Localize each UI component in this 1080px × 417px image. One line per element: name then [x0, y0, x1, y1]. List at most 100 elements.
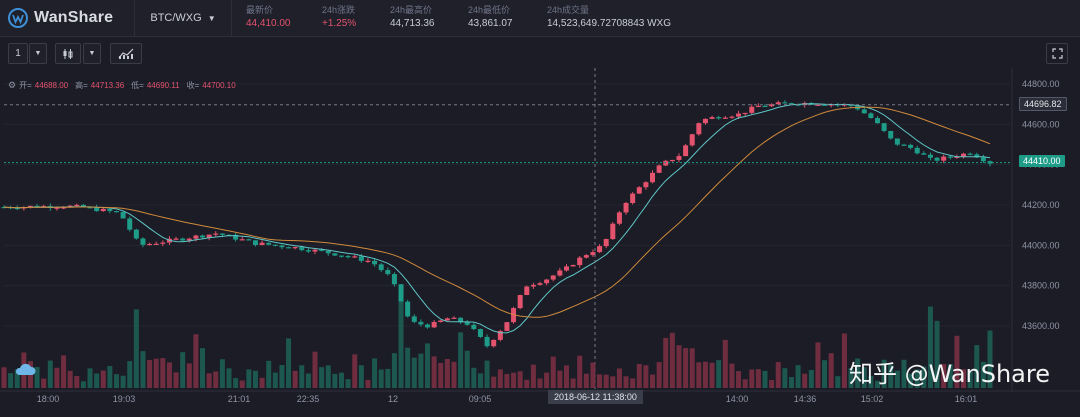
- candle-body: [180, 238, 186, 241]
- candle-body: [550, 275, 556, 280]
- volume-bar: [570, 378, 576, 388]
- candle-body: [762, 105, 768, 108]
- volume-bar: [961, 369, 967, 388]
- volume-bar: [193, 334, 199, 388]
- candle-body: [643, 182, 649, 188]
- candle-body: [365, 260, 371, 262]
- volume-bar: [861, 367, 867, 388]
- volume-bar: [855, 358, 861, 388]
- candle-body: [544, 279, 550, 284]
- volume-bar: [894, 370, 900, 388]
- volume-bar: [80, 381, 86, 388]
- candle-body: [74, 204, 80, 207]
- volume-bar: [815, 342, 821, 388]
- volume-bar: [47, 360, 53, 388]
- candle-body: [193, 235, 199, 239]
- y-tick-label: 43800.00: [1022, 281, 1060, 291]
- candle-body: [299, 247, 305, 251]
- last-price-tag: 44410.00: [1019, 155, 1065, 167]
- volume-bar: [650, 374, 656, 388]
- candle-body: [87, 207, 93, 209]
- volume-bar: [590, 362, 596, 388]
- volume-bar: [848, 368, 854, 388]
- candle-body: [385, 270, 391, 275]
- volume-bar: [140, 351, 146, 388]
- close-value: 44700.10: [202, 81, 236, 90]
- volume-bar: [742, 379, 748, 388]
- volume-bar: [795, 365, 801, 388]
- candle-body: [782, 102, 788, 104]
- wanshare-logo-icon: [8, 8, 28, 28]
- x-tick-label: 16:01: [955, 394, 978, 404]
- candle-body: [775, 102, 781, 105]
- volume-bar: [100, 370, 106, 388]
- candle-body: [200, 235, 206, 238]
- volume-bar: [398, 301, 404, 388]
- volume-bar: [365, 379, 371, 388]
- volume-bar: [497, 369, 503, 388]
- settings-icon[interactable]: ⚙: [8, 80, 17, 90]
- high-value: 44713.36: [90, 81, 125, 90]
- candle-body: [120, 211, 126, 219]
- volume-bar: [749, 369, 755, 388]
- candle-body: [742, 112, 748, 115]
- y-tick-label: 44200.00: [1022, 200, 1060, 210]
- candle-body: [980, 157, 986, 162]
- indicators-button[interactable]: [110, 43, 142, 64]
- volume-bar: [226, 368, 232, 388]
- candle-body: [875, 118, 881, 124]
- candle-body: [418, 321, 424, 325]
- brand-logo[interactable]: WanShare: [8, 8, 113, 28]
- volume-bar: [425, 343, 431, 388]
- volume-bar: [914, 369, 920, 388]
- volume-bar: [246, 369, 252, 388]
- candle-body: [577, 257, 583, 266]
- chart-type-dropdown-button[interactable]: ▼: [83, 43, 101, 64]
- candle-body: [630, 193, 636, 203]
- volume-bar: [113, 374, 119, 388]
- volume-bar: [980, 361, 986, 388]
- cloud-icon[interactable]: [14, 362, 36, 381]
- interval-dropdown-button[interactable]: ▼: [29, 43, 47, 64]
- fullscreen-button[interactable]: [1046, 43, 1068, 64]
- candle-body: [54, 207, 60, 209]
- watermark: 知乎 @WanShare: [849, 360, 1050, 388]
- volume-bar: [107, 366, 113, 388]
- volume-bar: [702, 361, 708, 388]
- candle-body: [213, 233, 219, 235]
- volume-bar: [709, 362, 715, 388]
- candle-body: [888, 130, 894, 139]
- stat-24h-low: 24h最低价 43,861.07: [468, 4, 513, 30]
- candle-body: [616, 212, 622, 224]
- volume-bar: [868, 376, 874, 388]
- candle-body: [107, 208, 113, 212]
- volume-bar: [577, 355, 583, 388]
- volume-bar: [808, 369, 814, 388]
- candle-body: [815, 104, 821, 106]
- candle-body: [80, 204, 86, 208]
- volume-bar: [186, 363, 192, 388]
- candle-body: [471, 324, 477, 330]
- volume-bar: [259, 377, 265, 388]
- volume-bar: [822, 360, 828, 388]
- volume-bar: [464, 350, 470, 388]
- ma-fast-line: [3, 103, 991, 334]
- x-tick-label: 15:02: [861, 394, 884, 404]
- volume-bar: [233, 378, 239, 388]
- candle-body: [206, 234, 212, 238]
- high-label: 高=: [75, 81, 88, 90]
- candle-body: [372, 260, 378, 265]
- volume-bar: [722, 339, 728, 388]
- volume-bar: [87, 368, 93, 388]
- candle-body: [669, 159, 675, 162]
- pair-selector[interactable]: BTC/WXG ▼: [134, 0, 232, 36]
- volume-bar: [319, 367, 325, 388]
- candle-body: [861, 109, 867, 114]
- chart-type-button[interactable]: [55, 43, 81, 64]
- volume-bar: [544, 372, 550, 388]
- stat-label: 24h涨跌: [322, 5, 356, 15]
- interval-button[interactable]: 1: [8, 43, 28, 64]
- volume-bar: [34, 367, 40, 388]
- interval-label: 1: [15, 48, 21, 59]
